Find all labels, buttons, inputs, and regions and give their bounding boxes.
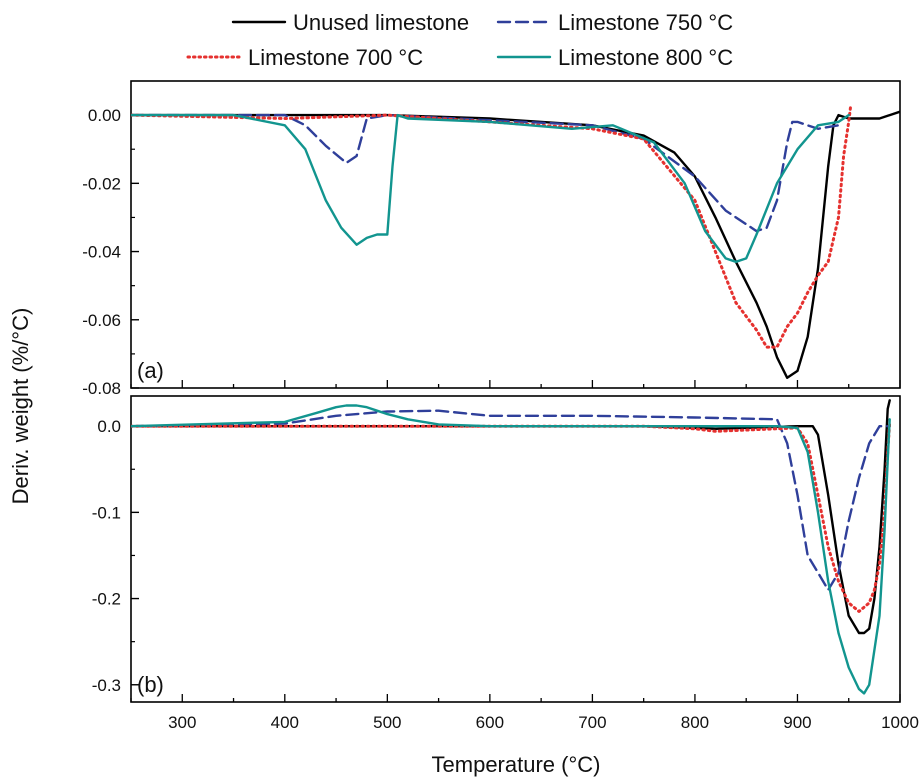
y-tick-label: 0.00 (88, 106, 121, 125)
series-line-limestone-800-c (131, 404, 891, 695)
x-axis: 300 400 500 600 700 800 900 1000 (168, 713, 919, 732)
legend-item-limestone-800-c: Limestone 800 °C (496, 45, 733, 70)
panel-label: (b) (137, 672, 164, 697)
panel-a: 0.00 -0.02 -0.04 -0.06 -0.08 (a) (82, 80, 901, 398)
x-tick-label: 400 (271, 713, 299, 732)
y-tick-label: -0.1 (92, 503, 121, 522)
x-tick-label: 900 (783, 713, 811, 732)
y-tick-label: -0.04 (82, 243, 121, 262)
y-tick-label: -0.3 (92, 676, 121, 695)
x-tick-label: 700 (578, 713, 606, 732)
series-line-limestone-700-c (131, 103, 853, 349)
series-line-limestone-800-c (131, 113, 850, 263)
y-axis-title: Deriv. weight (%/°C) (8, 308, 33, 505)
x-tick-label: 1000 (881, 713, 919, 732)
x-tick-label: 600 (476, 713, 504, 732)
panel-b: 0.0 -0.1 -0.2 -0.3 (b) (92, 395, 901, 703)
legend-label: Unused limestone (293, 10, 469, 35)
legend-label: Limestone 700 °C (248, 45, 423, 70)
series-line-limestone-750-c (131, 409, 891, 592)
plot-frame (130, 395, 901, 703)
x-tick-label: 500 (373, 713, 401, 732)
y-tick-label: 0.0 (97, 417, 121, 436)
legend-item-limestone-700-c: Limestone 700 °C (186, 45, 423, 70)
y-tick-label: -0.02 (82, 174, 121, 193)
y-tick-label: -0.2 (92, 590, 121, 609)
legend: Unused limestone Limestone 750 °C Limeston… (186, 10, 733, 70)
x-tick-label: 800 (681, 713, 709, 732)
y-tick-label: -0.06 (82, 311, 121, 330)
legend-item-limestone-750-c: Limestone 750 °C (496, 10, 733, 35)
x-axis-title: Temperature (°C) (432, 752, 601, 777)
plot-frame (130, 80, 901, 389)
legend-label: Limestone 750 °C (558, 10, 733, 35)
series-line-unused-limestone (131, 399, 891, 635)
legend-label: Limestone 800 °C (558, 45, 733, 70)
y-tick-label: -0.08 (82, 379, 121, 398)
x-tick-label: 300 (168, 713, 196, 732)
series-line-limestone-700-c (131, 420, 892, 613)
panel-label: (a) (137, 358, 164, 383)
series-line-limestone-750-c (131, 113, 840, 233)
legend-item-unused-limestone: Unused limestone (231, 10, 469, 35)
